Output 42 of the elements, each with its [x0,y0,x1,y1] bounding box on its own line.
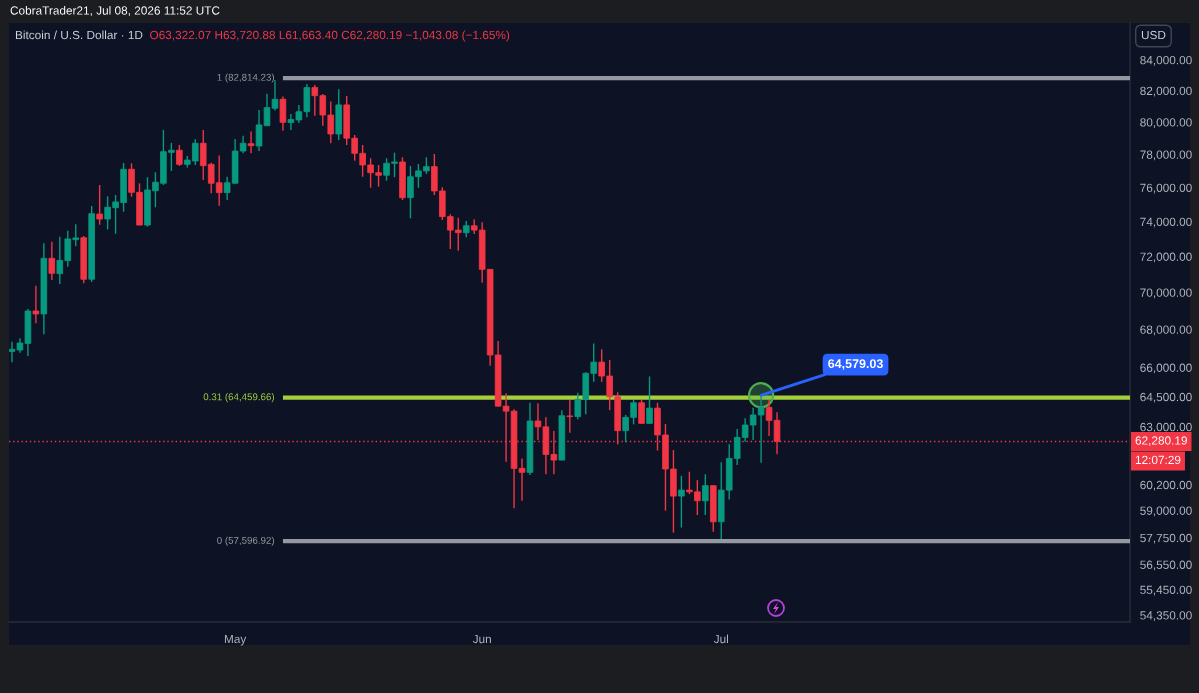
y-tick-label: 57,750.00 [1140,533,1192,544]
ref-line-label: 62,280.19 [1135,436,1187,447]
y-tick-label: 68,000.00 [1140,325,1192,336]
y-tick-label: 74,000.00 [1140,217,1192,228]
text: USD [1141,30,1166,40]
y-tick-label: 56,550.00 [1140,560,1192,571]
text: Bitcoin / U.S. Dollar · 1D [15,30,143,40]
candlestick [702,473,709,516]
y-tick-label: 54,350.00 [1140,611,1192,621]
series-label: 0 (57,596.92) [217,536,275,546]
y-tick-label: 66,000.00 [1140,363,1192,374]
series-label: 0.31 (64,459.66) [203,393,275,403]
series-label: 1 (82,814.23) [217,73,275,83]
y-tick-label: 70,000.00 [1140,288,1192,299]
candlestick [48,241,56,281]
y-tick-label: 82,000.00 [1140,86,1192,97]
candlestick [96,184,103,226]
y-tick-label: 60,200.00 [1140,480,1192,491]
text: 12:07:29 [1135,455,1181,465]
x-tick-label: Jun [472,634,491,644]
candlestick [176,144,183,167]
text: CobraTrader21, Jul 08, 2026 11:52 UTC [10,6,220,17]
y-tick-label: 64,500.00 [1140,392,1192,403]
x-tick-label: May [224,634,247,646]
candlestick [247,130,255,155]
y-tick-label: 76,000.00 [1140,183,1192,194]
candlestick [279,95,287,132]
y-tick-label: 80,000.00 [1140,118,1192,128]
text: O63,322.07 H63,720.88 L61,663.40 C62,280.19 −1,043.08 (−1.65%) [150,30,510,42]
y-tick-label: 72,000.00 [1140,252,1192,263]
candlestick [32,285,40,324]
y-tick-label: 55,450.00 [1140,585,1192,596]
y-tick-label: 59,000.00 [1140,506,1192,517]
x-tick-label: Jul [713,634,728,644]
y-tick-label: 78,000.00 [1140,150,1192,161]
y-tick-label: 63,000.00 [1140,422,1192,433]
candlestick [678,475,685,529]
y-tick-label: 84,000.00 [1140,55,1192,66]
candlestick [638,399,645,425]
candlestick [566,399,574,434]
annotation: 64,579.03 [828,359,883,370]
candlestick [646,375,653,425]
